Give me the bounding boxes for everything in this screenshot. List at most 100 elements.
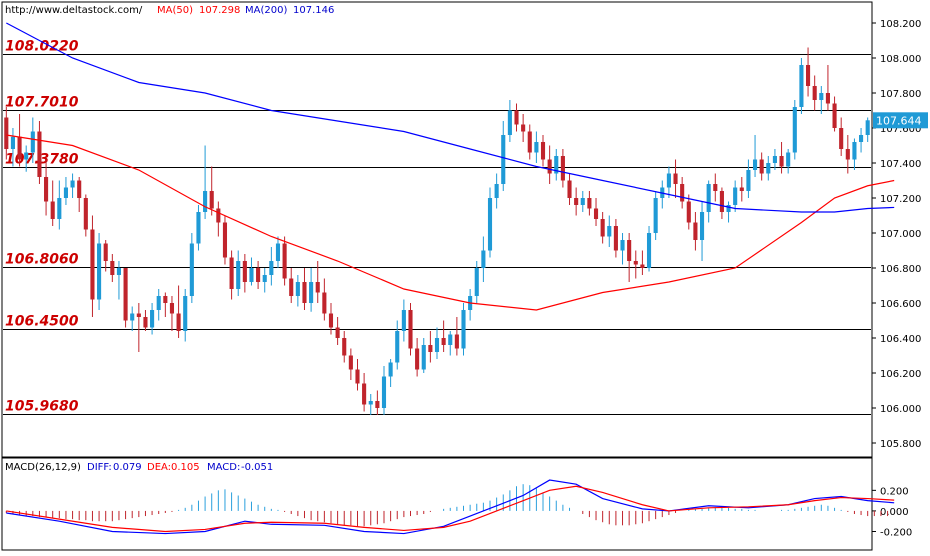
ma200-value: 107.146	[293, 5, 334, 16]
candle-body	[395, 331, 400, 363]
candle-body	[865, 120, 870, 135]
price-tick-label: 107.600	[880, 124, 921, 135]
candle-body	[322, 292, 327, 314]
level-label: 106.4500	[5, 314, 79, 330]
support-resistance-levels: 108.0220 107.7010 107.3780 106.8060 106.4500…	[3, 39, 871, 415]
diff-value: 0.079	[113, 462, 142, 473]
candle-body	[666, 173, 671, 188]
macd-label: MACD:	[207, 462, 240, 473]
candle-body	[189, 243, 194, 296]
candle-body	[792, 107, 797, 153]
candle-body	[256, 268, 261, 282]
candle-body	[103, 243, 108, 261]
candle-body	[752, 159, 758, 170]
price-tick-label: 108.200	[880, 19, 921, 30]
candle-body	[852, 142, 857, 160]
candle-body	[507, 110, 512, 135]
level-label: 106.8060	[5, 252, 79, 268]
ma50-line	[6, 134, 895, 311]
header-bar: http://www.deltastock.com/ MA(50) 107.29…	[5, 5, 334, 16]
candle-body	[275, 243, 281, 261]
candle-body	[487, 198, 493, 251]
candle-body	[415, 348, 420, 370]
candle-body	[845, 149, 850, 160]
candle-body	[328, 313, 334, 328]
candle-body	[130, 313, 135, 321]
candle-body	[653, 198, 658, 233]
macd-title: MACD(26,12,9)	[5, 462, 81, 473]
candle-body	[116, 268, 122, 275]
candle-body	[686, 201, 691, 223]
candle-body	[24, 152, 29, 160]
candle-body	[421, 345, 426, 370]
candle-body	[699, 212, 705, 240]
candle-body	[348, 355, 353, 370]
candle-body	[408, 310, 413, 349]
candle-body	[83, 198, 88, 230]
candle-body	[713, 184, 718, 191]
candle-body	[706, 184, 711, 212]
last-price-tag-bg	[873, 112, 928, 129]
macd-value: -0.051	[241, 462, 273, 473]
candle-body	[57, 198, 62, 219]
candle-body	[746, 170, 751, 191]
candle-body	[335, 327, 340, 338]
candle-body	[163, 296, 168, 303]
price-tick-label: 107.400	[880, 159, 921, 170]
candle-body	[640, 264, 645, 268]
candle-body	[534, 142, 539, 153]
level-label: 105.9680	[5, 399, 79, 415]
price-tick-label: 107.000	[880, 229, 921, 240]
candle-body	[428, 345, 433, 352]
candle-body	[236, 261, 241, 289]
macd-tick-label: 0.000	[880, 507, 909, 518]
moving-average-lines	[6, 22, 895, 311]
macd-lines	[6, 479, 895, 535]
candle-body	[295, 282, 300, 296]
ma200-line	[6, 22, 895, 213]
candle-body	[262, 275, 267, 282]
candle-body	[355, 369, 360, 384]
candle-body	[859, 135, 864, 142]
candle-body	[766, 163, 771, 174]
candle-body	[381, 376, 387, 408]
candle-body	[222, 222, 228, 258]
price-tick-label: 105.800	[880, 439, 921, 450]
candle-body	[799, 65, 804, 107]
candle-body	[209, 191, 214, 209]
price-panel-frame	[1, 1, 873, 458]
candle-body	[309, 282, 314, 303]
candle-body	[136, 313, 141, 317]
candle-body	[229, 257, 234, 289]
candle-body	[315, 282, 320, 293]
price-tick-label: 106.800	[880, 264, 921, 275]
candle-body	[454, 334, 459, 349]
price-tick-label: 106.600	[880, 299, 921, 310]
candle-body	[123, 268, 128, 321]
candle-body	[216, 208, 221, 223]
candle-body	[4, 117, 9, 149]
dea-line	[6, 485, 895, 533]
candle-body	[772, 156, 777, 163]
candle-body	[567, 180, 572, 198]
level-label: 107.3780	[5, 152, 79, 168]
candle-body	[819, 93, 824, 100]
candle-body	[150, 310, 155, 328]
candle-body	[17, 136, 22, 160]
candle-body	[143, 317, 148, 328]
candle-body	[289, 278, 294, 296]
candle-body	[196, 212, 201, 244]
candle-body	[560, 156, 565, 181]
candle-body	[627, 240, 632, 261]
candle-body	[501, 135, 506, 184]
candle-body	[593, 208, 599, 219]
candle-body	[249, 268, 254, 282]
candle-body	[680, 184, 685, 202]
candle-body	[63, 187, 69, 198]
candle-body	[401, 310, 406, 331]
candle-body	[50, 201, 55, 219]
candle-body	[448, 334, 453, 345]
dea-value: 0.105	[171, 462, 200, 473]
candle-body	[554, 156, 559, 174]
